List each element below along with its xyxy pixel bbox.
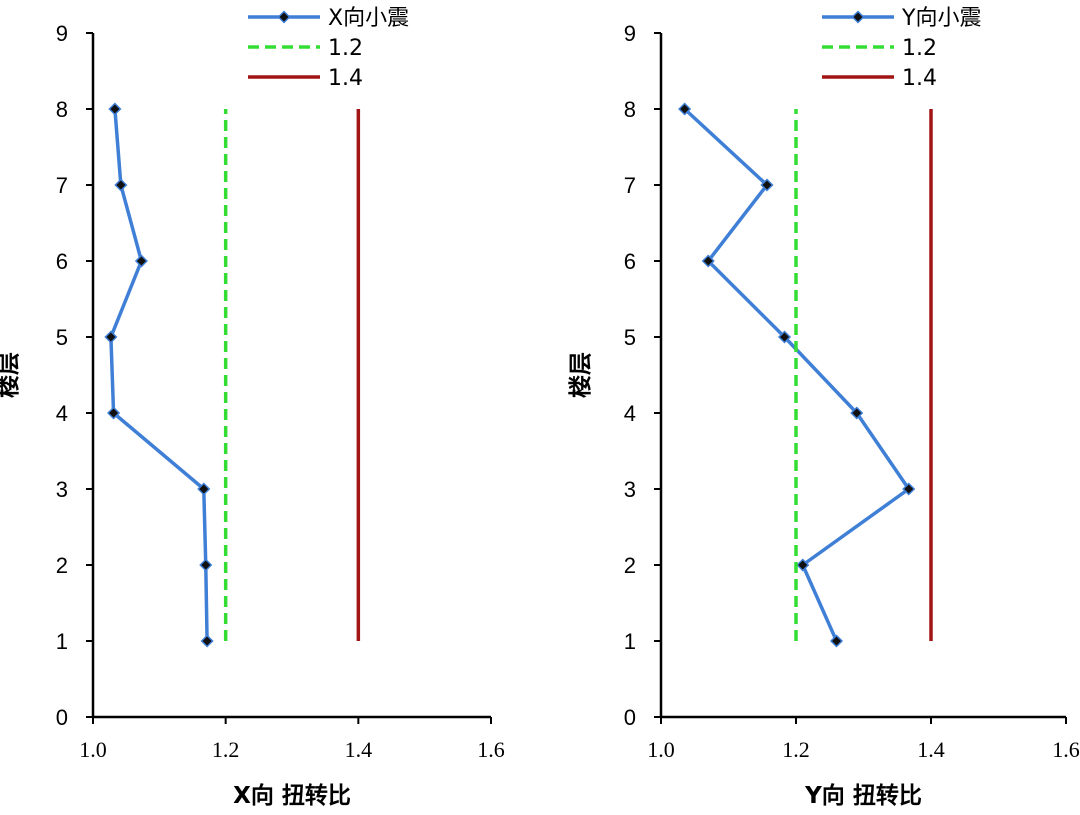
data-point-marker bbox=[760, 178, 774, 192]
y-axis-title: 楼层 bbox=[0, 352, 22, 398]
y-tick-label: 8 bbox=[56, 97, 68, 122]
legend-label: Y向小震 bbox=[901, 6, 981, 31]
legend-label: 1.4 bbox=[328, 66, 363, 91]
y-tick-label: 3 bbox=[624, 477, 636, 502]
y-tick-label: 6 bbox=[56, 249, 68, 274]
data-point-marker bbox=[134, 254, 148, 268]
data-point-marker bbox=[829, 634, 844, 648]
y-tick-label: 9 bbox=[624, 21, 636, 46]
data-point-marker bbox=[197, 482, 211, 496]
y-tick-label: 2 bbox=[56, 553, 68, 578]
x-tick-label: 1.6 bbox=[477, 737, 505, 762]
y-axis-title: 楼层 bbox=[568, 352, 594, 398]
y-tick-label: 2 bbox=[624, 553, 636, 578]
y-tick-label: 1 bbox=[56, 629, 68, 654]
legend-label: 1.2 bbox=[328, 36, 363, 61]
y-tick-label: 5 bbox=[56, 325, 68, 350]
series-line-main bbox=[683, 107, 911, 642]
data-point-marker bbox=[108, 102, 122, 116]
y-tick-label: 4 bbox=[56, 401, 68, 426]
series-line-main bbox=[109, 108, 209, 642]
y-tick-label: 7 bbox=[56, 173, 68, 198]
data-point-marker bbox=[678, 102, 692, 116]
x-axis-title: X向 扭转比 bbox=[233, 782, 351, 809]
data-point-marker bbox=[777, 330, 792, 344]
data-point-marker bbox=[796, 558, 810, 572]
data-point-marker bbox=[850, 406, 864, 420]
x-tick-label: 1.0 bbox=[647, 737, 675, 762]
data-point-marker bbox=[701, 254, 715, 268]
x-tick-label: 1.6 bbox=[1052, 737, 1080, 762]
y-direction-panel: 0 1 2 3 4 5 6 7 8 9 1.0 1.2 1.4 1.6 Y向 扭转比 楼层 Y向小震 1.2 1.4 bbox=[568, 6, 1080, 809]
legend-label: 1.2 bbox=[902, 36, 937, 61]
y-tick-label: 1 bbox=[624, 629, 636, 654]
y-tick-label: 7 bbox=[624, 173, 636, 198]
y-tick-label: 8 bbox=[624, 97, 636, 122]
data-point-marker bbox=[199, 558, 213, 572]
y-tick-label: 0 bbox=[624, 705, 636, 730]
x-tick-label: 1.2 bbox=[782, 737, 810, 762]
data-point-marker bbox=[104, 330, 118, 344]
x-axis-title: Y向 扭转比 bbox=[804, 782, 922, 809]
data-point-marker bbox=[200, 634, 214, 648]
legend-marker-swatch bbox=[277, 10, 291, 24]
legend-label: 1.4 bbox=[902, 66, 937, 91]
legend-label: X向小震 bbox=[328, 6, 409, 31]
y-tick-label: 6 bbox=[624, 249, 636, 274]
x-tick-label: 1.4 bbox=[917, 737, 945, 762]
data-point-marker bbox=[107, 406, 121, 420]
y-tick-label: 3 bbox=[56, 477, 68, 502]
data-point-marker bbox=[902, 482, 916, 496]
y-tick-label: 9 bbox=[56, 21, 68, 46]
x-tick-label: 1.2 bbox=[212, 737, 240, 762]
legend-marker-swatch bbox=[851, 10, 865, 24]
y-tick-label: 0 bbox=[56, 705, 68, 730]
x-tick-label: 1.0 bbox=[79, 737, 107, 762]
data-point-marker bbox=[114, 178, 128, 192]
x-tick-label: 1.4 bbox=[345, 737, 373, 762]
x-direction-panel: 0 1 2 3 4 5 6 7 8 9 1.0 1.2 1.4 1.6 X向 扭转比 楼层 X向小震 1.2 1.4 bbox=[0, 6, 505, 809]
y-tick-label: 5 bbox=[624, 325, 636, 350]
y-tick-label: 4 bbox=[624, 401, 636, 426]
